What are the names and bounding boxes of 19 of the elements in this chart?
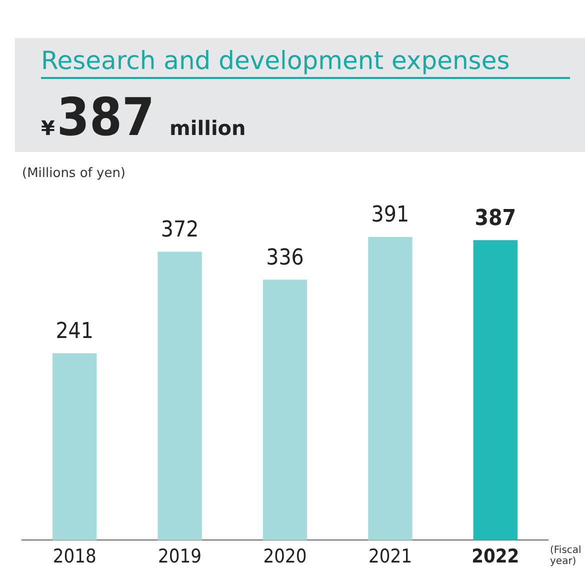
x-tick-label: 2022 (472, 546, 520, 568)
x-tick-label: 2018 (52, 546, 96, 568)
y-axis-title: (Millions of yen) (22, 166, 126, 181)
data-label: 387 (474, 206, 516, 231)
chart-title: Research and development expenses (41, 46, 570, 79)
x-axis-title: (Fiscal year) (550, 545, 582, 567)
x-tick-label: 2019 (158, 546, 202, 568)
bar (158, 252, 202, 540)
x-tick-label: 2021 (368, 546, 412, 568)
x-tick-label: 2020 (263, 546, 307, 568)
data-label: 336 (266, 245, 304, 270)
bar (262, 280, 308, 540)
data-label: 241 (56, 319, 94, 344)
chart-subtitle: ¥387 million (41, 88, 246, 148)
bar (473, 240, 518, 540)
data-label: 372 (160, 217, 199, 242)
bar (52, 353, 97, 540)
bar (368, 236, 412, 540)
data-label: 391 (371, 202, 410, 228)
